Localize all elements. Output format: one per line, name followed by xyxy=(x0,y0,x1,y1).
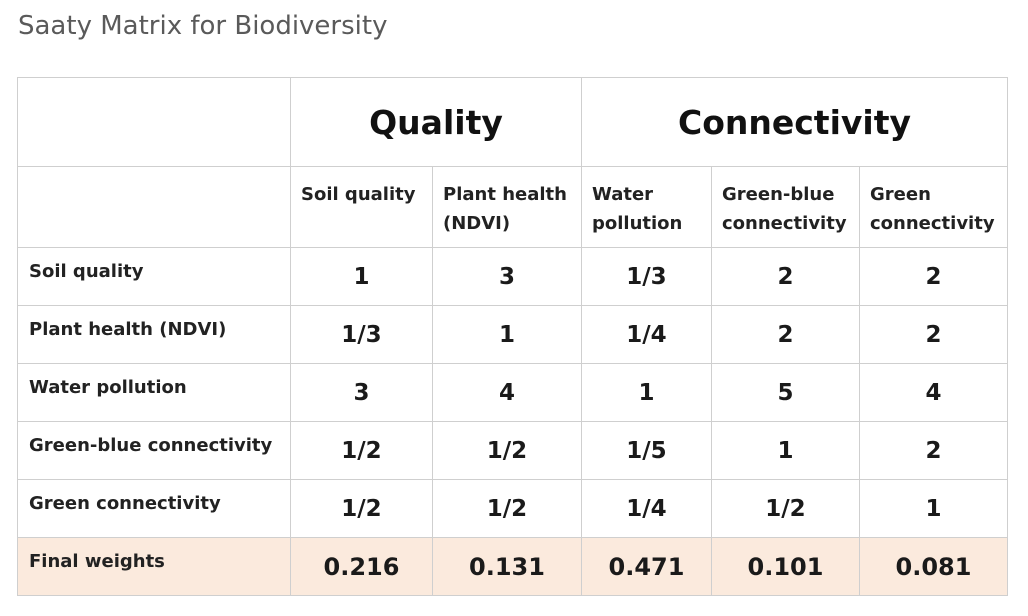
saaty-matrix-table: Quality Connectivity Soil quality Plant … xyxy=(17,77,1008,596)
column-header: Green-blue connectivity xyxy=(711,166,860,248)
matrix-cell: 1/3 xyxy=(581,247,712,306)
column-header: Water pollution xyxy=(581,166,712,248)
column-header-line: Green xyxy=(870,184,931,205)
table-row: Water pollution 3 4 1 5 4 xyxy=(17,363,1008,422)
matrix-cell: 1/2 xyxy=(711,479,860,538)
group-header-row: Quality Connectivity xyxy=(17,77,1008,167)
page-title: Saaty Matrix for Biodiversity xyxy=(18,11,388,41)
matrix-cell: 1 xyxy=(859,479,1008,538)
matrix-cell: 2 xyxy=(711,247,860,306)
column-header-line: pollution xyxy=(592,213,683,234)
matrix-cell: 3 xyxy=(432,247,582,306)
matrix-cell: 3 xyxy=(290,363,433,422)
row-label: Plant health (NDVI) xyxy=(17,305,291,364)
row-label: Water pollution xyxy=(17,363,291,422)
matrix-cell: 1 xyxy=(432,305,582,364)
matrix-cell: 1/2 xyxy=(290,421,433,480)
column-header-line: connectivity xyxy=(722,213,847,234)
column-header-line: Plant health xyxy=(443,184,567,205)
column-header: Green connectivity xyxy=(859,166,1008,248)
group-header-quality: Quality xyxy=(290,77,582,167)
matrix-cell: 2 xyxy=(859,247,1008,306)
weight-cell: 0.471 xyxy=(581,537,712,596)
matrix-cell: 1 xyxy=(581,363,712,422)
column-header-row: Soil quality Plant health (NDVI) Water pol… xyxy=(17,166,1008,248)
column-header-line: (NDVI) xyxy=(443,213,511,234)
group-header-connectivity: Connectivity xyxy=(581,77,1008,167)
matrix-cell: 1/5 xyxy=(581,421,712,480)
matrix-cell: 1/2 xyxy=(432,421,582,480)
weight-cell: 0.081 xyxy=(859,537,1008,596)
row-label: Green-blue connectivity xyxy=(17,421,291,480)
corner-cell xyxy=(17,77,291,167)
matrix-cell: 4 xyxy=(432,363,582,422)
weight-cell: 0.131 xyxy=(432,537,582,596)
final-weights-row: Final weights 0.216 0.131 0.471 0.101 0.… xyxy=(17,537,1008,596)
row-label: Soil quality xyxy=(17,247,291,306)
matrix-cell: 1/3 xyxy=(290,305,433,364)
matrix-cell: 1/2 xyxy=(290,479,433,538)
matrix-cell: 1 xyxy=(711,421,860,480)
matrix-cell: 2 xyxy=(859,421,1008,480)
table-row: Soil quality 1 3 1/3 2 2 xyxy=(17,247,1008,306)
final-weights-label: Final weights xyxy=(17,537,291,596)
weight-cell: 0.101 xyxy=(711,537,860,596)
corner-cell xyxy=(17,166,291,248)
matrix-cell: 4 xyxy=(859,363,1008,422)
weight-cell: 0.216 xyxy=(290,537,433,596)
matrix-cell: 2 xyxy=(711,305,860,364)
matrix-cell: 5 xyxy=(711,363,860,422)
table-row: Green connectivity 1/2 1/2 1/4 1/2 1 xyxy=(17,479,1008,538)
column-header: Plant health (NDVI) xyxy=(432,166,582,248)
column-header: Soil quality xyxy=(290,166,433,248)
column-header-line: connectivity xyxy=(870,213,995,234)
matrix-cell: 1/4 xyxy=(581,305,712,364)
column-header-line: Soil quality xyxy=(301,184,416,205)
matrix-cell: 1 xyxy=(290,247,433,306)
matrix-cell: 2 xyxy=(859,305,1008,364)
row-label: Green connectivity xyxy=(17,479,291,538)
column-header-line: Green-blue xyxy=(722,184,835,205)
matrix-cell: 1/4 xyxy=(581,479,712,538)
matrix-cell: 1/2 xyxy=(432,479,582,538)
table-row: Plant health (NDVI) 1/3 1 1/4 2 2 xyxy=(17,305,1008,364)
column-header-line: Water xyxy=(592,184,654,205)
table-row: Green-blue connectivity 1/2 1/2 1/5 1 2 xyxy=(17,421,1008,480)
